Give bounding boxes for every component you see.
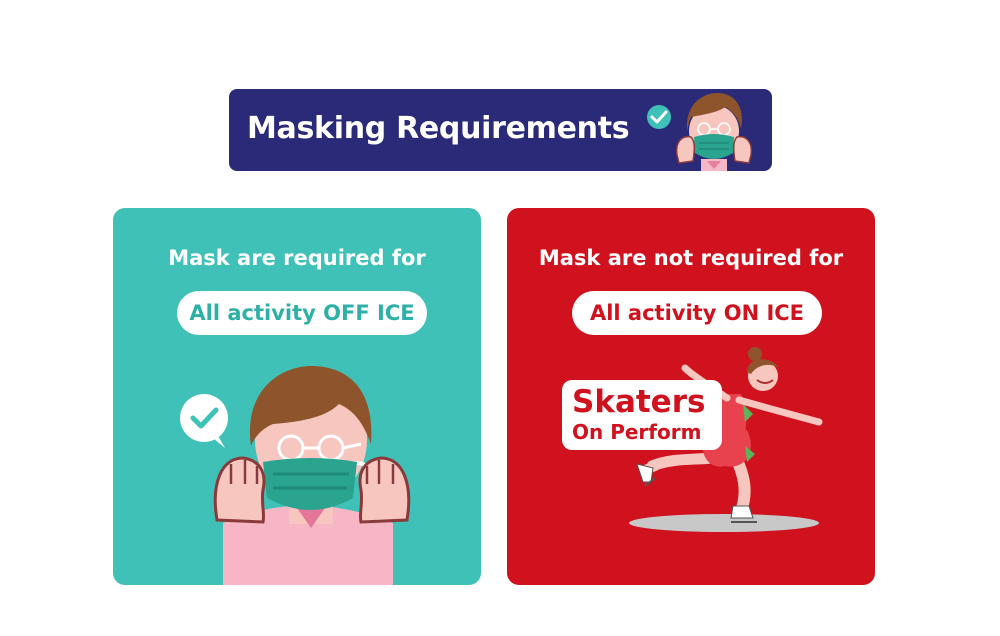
check-bubble-icon	[180, 394, 228, 448]
mask-required-heading: Mask are required for	[168, 246, 426, 270]
mask-required-card: Mask are required for All activity OFF I…	[113, 208, 481, 585]
person-putting-on-mask-icon	[180, 366, 411, 585]
header-banner: Masking Requirements	[229, 89, 772, 171]
off-ice-pill: All activity OFF ICE	[177, 291, 427, 335]
mask-not-required-heading: Mask are not required for	[538, 246, 844, 270]
person-wearing-mask-icon	[647, 93, 753, 171]
skaters-label-line2: On Perform	[572, 420, 702, 444]
page-title: Masking Requirements	[247, 111, 630, 146]
skaters-label-line1: Skaters	[572, 384, 706, 420]
mask-not-required-card: Mask are not required for All activity O…	[507, 208, 875, 585]
skaters-label: Skaters On Perform	[562, 380, 722, 450]
on-ice-pill: All activity ON ICE	[572, 291, 822, 335]
